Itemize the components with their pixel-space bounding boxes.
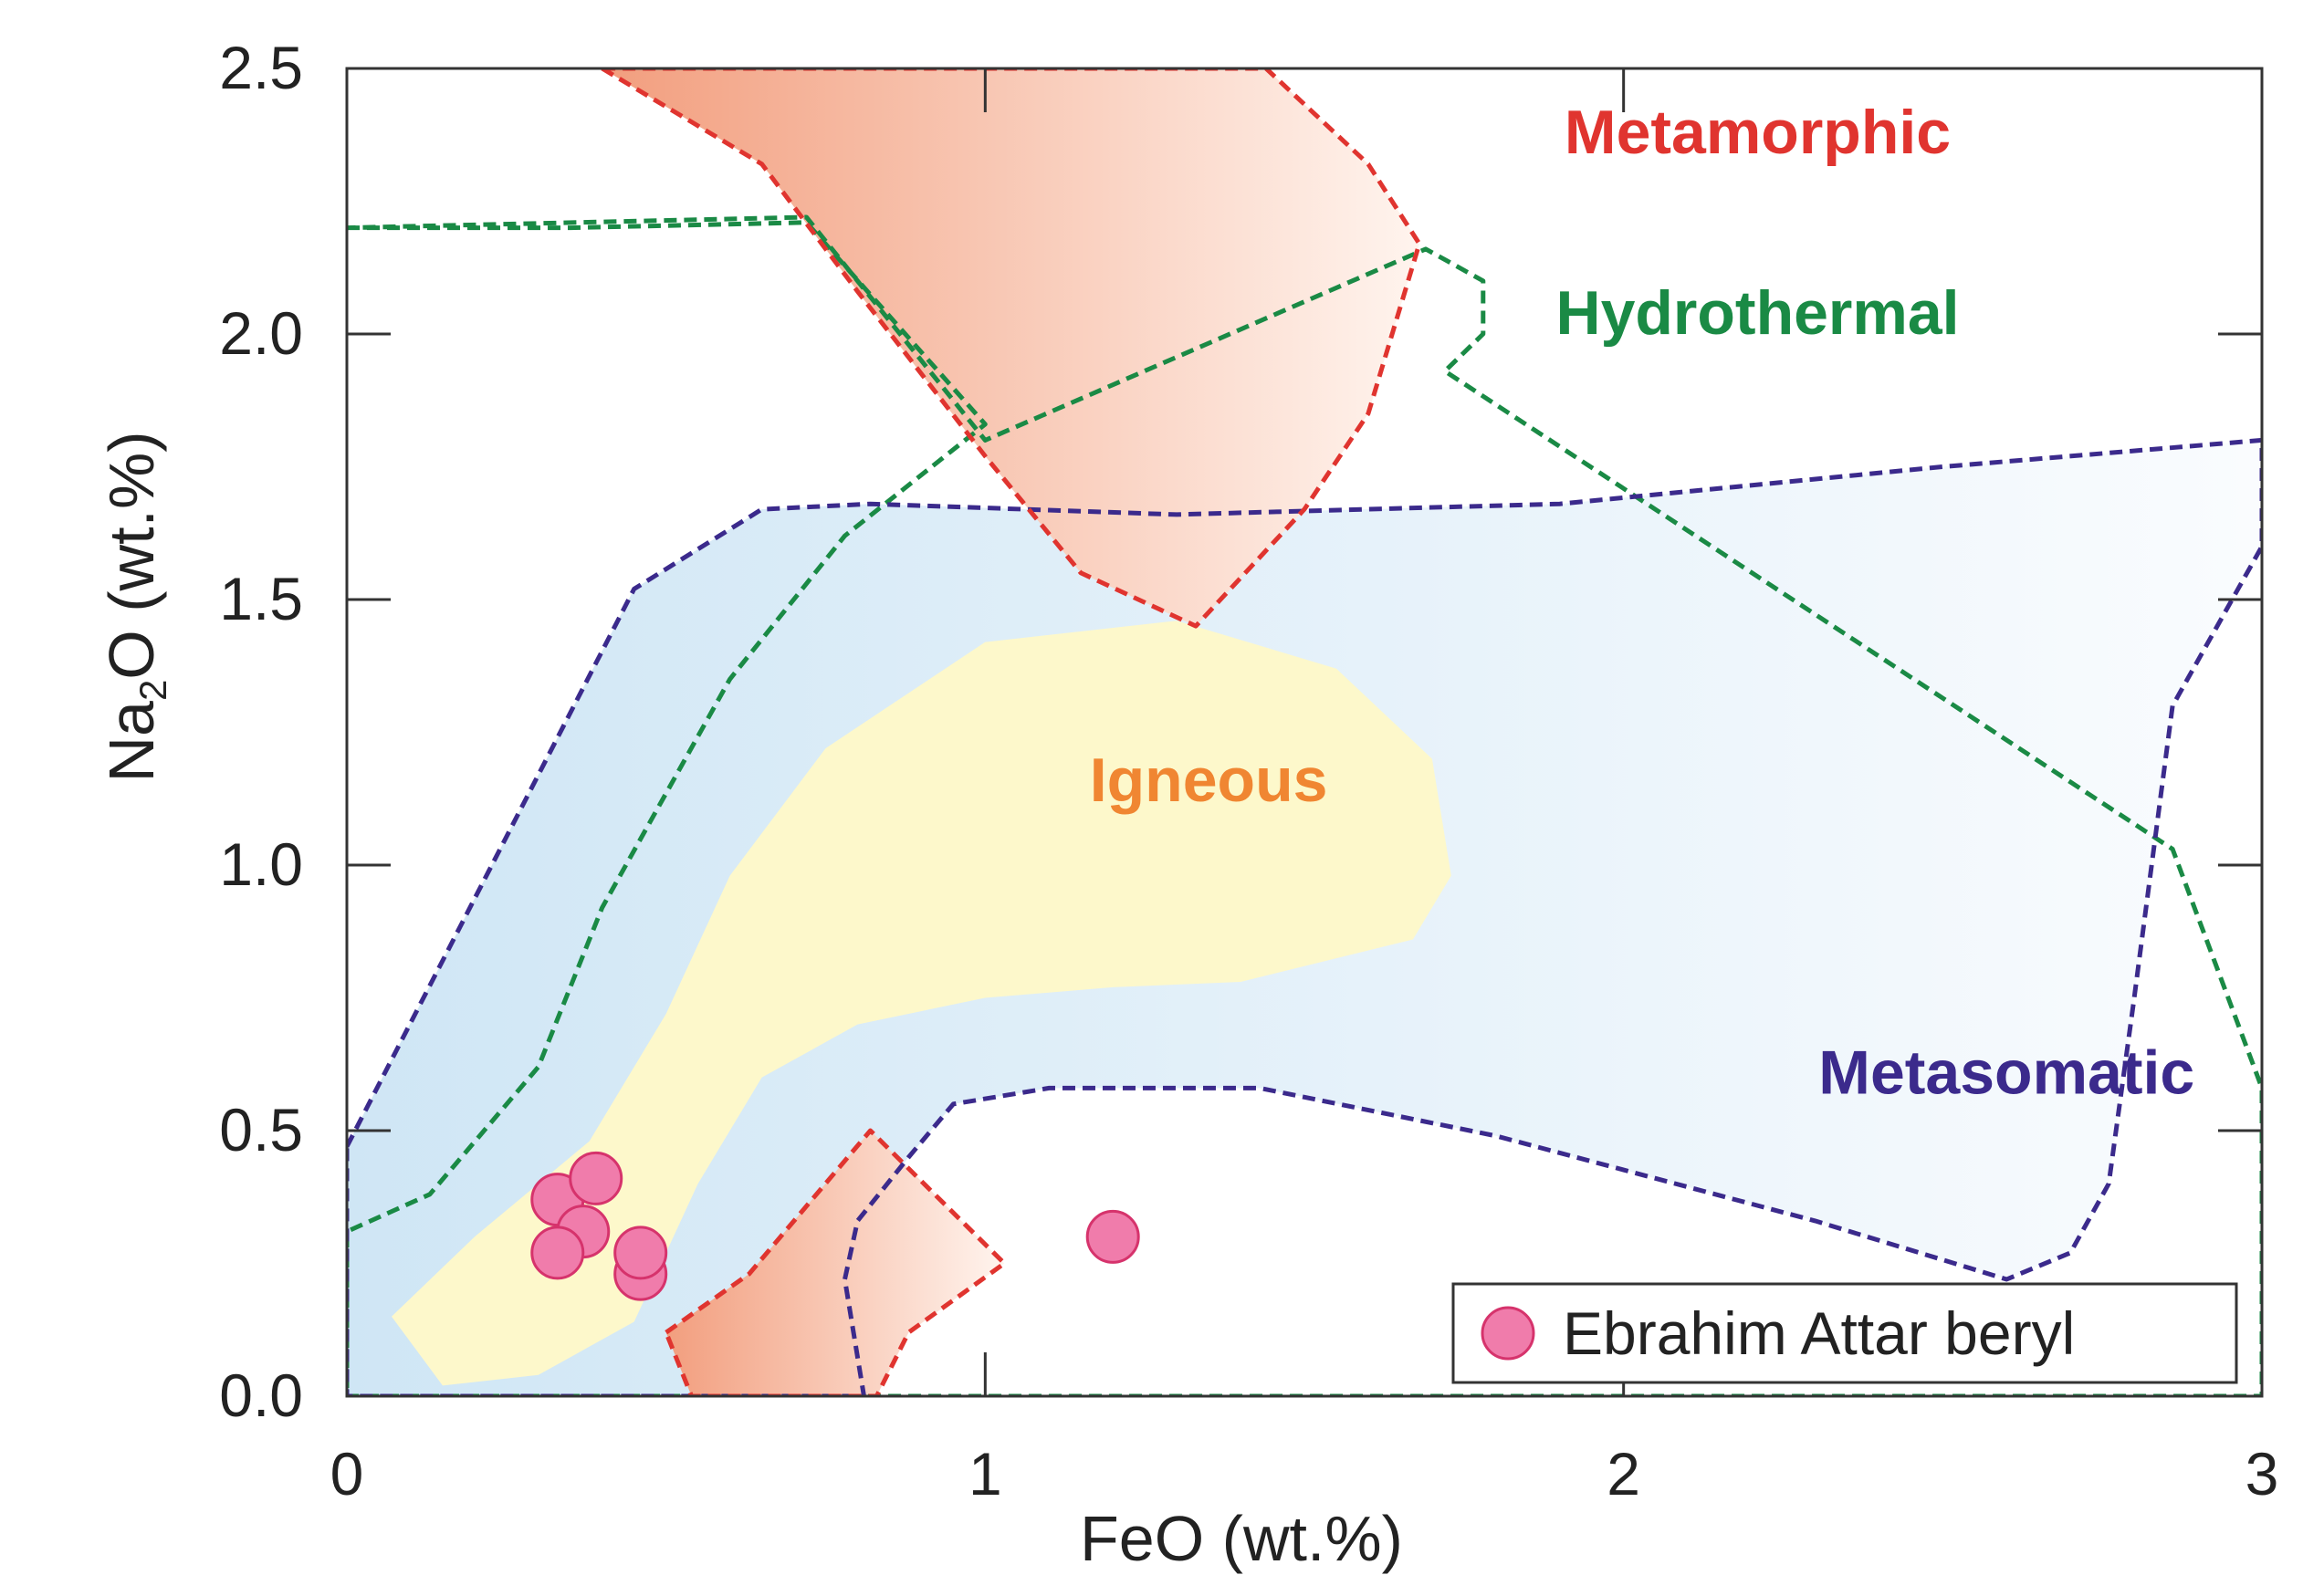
data-point	[1085, 1209, 1140, 1264]
data-point	[613, 1226, 668, 1280]
plot-frame	[345, 67, 2264, 1398]
region-outline-metasomatic	[347, 437, 2262, 1396]
axis-ticks	[347, 68, 2262, 1396]
region-fills	[347, 68, 2262, 1396]
x-axis-title: FeO (wt.%)	[1080, 1503, 1403, 1574]
region-labels: Metamorphic Hydrothermal Metasomatic Igneou…	[1090, 98, 2194, 1107]
y-tick-label: 1.5	[219, 565, 303, 632]
data-points	[530, 1151, 1140, 1301]
y-tick-labels: 0.0 0.5 1.0 1.5 2.0 2.5	[219, 34, 303, 1429]
region-label-metasomatic: Metasomatic	[1818, 1038, 2194, 1107]
y-tick-label: 0.5	[219, 1096, 303, 1163]
y-tick-label: 2.0	[219, 299, 303, 367]
y-axis-title-pre: Na	[96, 701, 167, 783]
data-point	[530, 1226, 585, 1280]
region-outline-metamorphic	[600, 68, 1422, 629]
y-tick-label: 1.0	[219, 830, 303, 898]
x-tick-label: 3	[2245, 1440, 2279, 1507]
x-tick-labels: 0 1 2 3	[330, 1440, 2279, 1507]
y-axis-title: Na2O (wt.%)	[96, 431, 174, 782]
legend-label: Ebrahim Attar beryl	[1563, 1299, 2075, 1367]
region-label-metamorphic: Metamorphic	[1565, 98, 1951, 167]
x-tick-label: 2	[1607, 1440, 1640, 1507]
y-tick-label: 2.5	[219, 34, 303, 101]
x-tick-label: 0	[330, 1440, 364, 1507]
region-outlines	[347, 68, 2262, 1396]
y-tick-label: 0.0	[219, 1361, 303, 1429]
region-outline-metamorphic-lower	[664, 1128, 1007, 1396]
y-axis-title-post: O (wt.%)	[96, 431, 167, 679]
region-label-igneous: Igneous	[1090, 746, 1328, 815]
region-fill-igneous	[392, 621, 1451, 1386]
region-outline-hydrothermal	[347, 214, 2262, 1396]
legend-marker	[1481, 1306, 1535, 1361]
data-point	[569, 1151, 623, 1205]
legend-box	[1451, 1282, 2238, 1384]
region-fill-metamorphic-lower	[665, 1131, 1005, 1396]
x-tick-label: 1	[968, 1440, 1002, 1507]
y-axis-title-sub: 2	[131, 680, 174, 701]
legend: Ebrahim Attar beryl	[1451, 1282, 2238, 1384]
region-label-hydrothermal: Hydrothermal	[1555, 278, 1959, 348]
region-fill-metamorphic	[602, 68, 1419, 627]
